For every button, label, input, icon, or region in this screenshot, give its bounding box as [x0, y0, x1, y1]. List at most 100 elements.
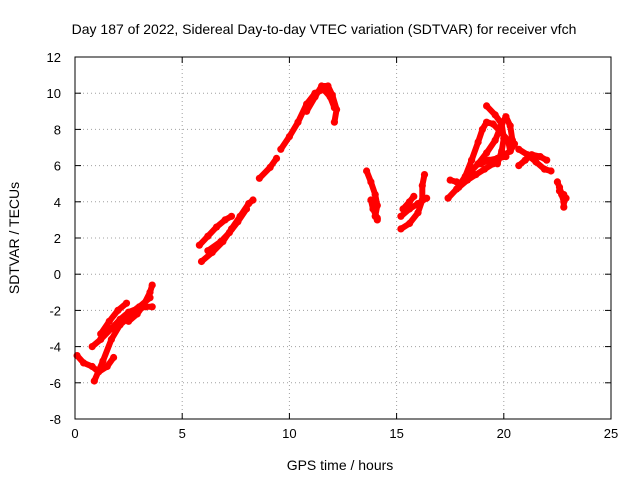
data-point [502, 153, 510, 161]
data-arc [477, 153, 509, 167]
y-axis-label: SDTVAR / TECUs [6, 182, 22, 294]
data-point [318, 82, 326, 90]
data-point [515, 162, 523, 170]
data-point [99, 357, 107, 365]
data-point [521, 156, 529, 164]
data-point [489, 120, 497, 128]
data-point [80, 359, 88, 367]
data-point [476, 160, 484, 168]
x-tick-label: 10 [282, 426, 296, 441]
data-series-arc-16 [399, 192, 418, 213]
x-tick-label: 20 [497, 426, 511, 441]
data-point [367, 196, 375, 204]
data-point [453, 178, 461, 186]
data-point [468, 156, 476, 164]
y-tick-label: 4 [54, 195, 61, 210]
data-point [483, 118, 491, 126]
chart-title: Day 187 of 2022, Sidereal Day-to-day VTE… [72, 21, 577, 37]
data-point [249, 196, 257, 204]
data-point [397, 225, 405, 233]
data-point [333, 105, 341, 114]
data-point [125, 317, 133, 325]
data-point [423, 194, 431, 202]
data-point [103, 362, 111, 371]
data-point [148, 281, 156, 289]
data-point [90, 377, 98, 385]
data-arc [277, 86, 338, 153]
data-series-arc-26 [555, 187, 570, 202]
data-arc [397, 195, 430, 220]
y-tick-label: -4 [49, 340, 61, 355]
data-point [105, 317, 113, 325]
data-point [493, 160, 501, 168]
data-point [285, 133, 293, 141]
y-tick-label: -2 [49, 303, 61, 318]
data-point [97, 335, 105, 343]
data-point [553, 178, 562, 186]
data-point [474, 138, 482, 146]
data-point [369, 205, 377, 213]
y-tick-label: 2 [54, 231, 61, 246]
data-point [500, 134, 508, 142]
data-point [405, 219, 414, 228]
data-point [303, 107, 311, 115]
data-point [116, 321, 124, 329]
data-point [397, 212, 405, 220]
data-point [472, 171, 480, 179]
data-point [532, 158, 540, 166]
data-point [410, 192, 418, 200]
x-tick-label: 5 [179, 426, 186, 441]
data-series-arc-11 [303, 82, 341, 126]
data-point [446, 176, 454, 184]
data-point [122, 299, 131, 307]
x-tick-label: 25 [604, 426, 618, 441]
y-tick-label: 6 [54, 159, 61, 174]
data-point [491, 111, 499, 119]
data-arc [97, 300, 130, 337]
data-point [146, 288, 154, 296]
data-point [107, 335, 115, 343]
data-point [455, 183, 463, 191]
data-point [140, 301, 148, 309]
data-point [498, 147, 506, 155]
data-point [204, 247, 212, 255]
data-point [195, 241, 203, 249]
y-tick-label: -8 [49, 412, 61, 427]
data-point [502, 113, 510, 121]
data-point [88, 362, 96, 371]
data-point [547, 167, 555, 175]
data-point [506, 147, 514, 155]
data-series-arc-13 [367, 196, 381, 222]
data-series-arc-22 [476, 153, 510, 168]
data-point [480, 165, 489, 173]
data-series [73, 82, 570, 385]
data-point [491, 136, 499, 144]
data-point [562, 194, 570, 202]
x-tick-label: 0 [71, 426, 78, 441]
data-point [528, 151, 536, 159]
data-point [540, 165, 549, 173]
data-point [515, 145, 523, 153]
data-point [242, 205, 251, 213]
data-point [330, 118, 338, 126]
data-point [418, 181, 426, 190]
data-point [414, 200, 422, 208]
data-point [478, 125, 486, 133]
data-point [88, 343, 96, 351]
data-series-arc-7 [195, 212, 236, 249]
data-series-arc-9 [255, 154, 281, 182]
y-tick-label: 8 [54, 122, 61, 137]
data-point [465, 169, 474, 177]
data-series-arc-8 [204, 205, 251, 255]
data-point [560, 203, 568, 211]
data-point [114, 306, 122, 314]
data-point [110, 353, 118, 362]
data-point [133, 310, 141, 318]
data-point [234, 218, 242, 226]
data-point [506, 122, 514, 130]
data-series-arc-15 [397, 194, 431, 220]
data-point [97, 330, 105, 338]
y-tick-label: 12 [47, 50, 61, 65]
